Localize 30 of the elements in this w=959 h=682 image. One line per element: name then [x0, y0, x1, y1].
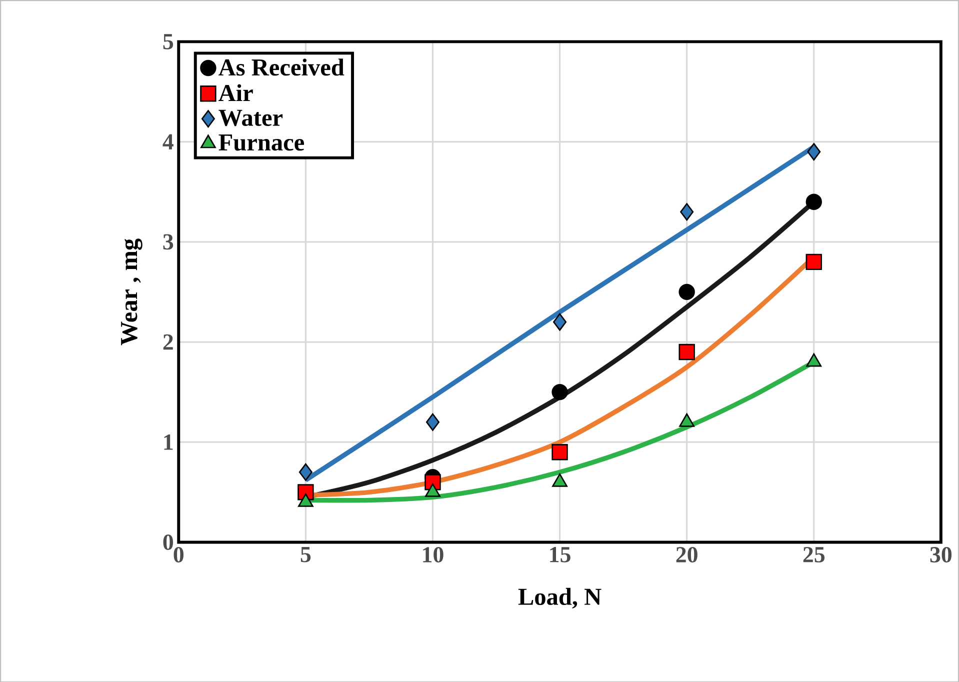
point	[552, 444, 568, 460]
y-axis-title: Wear , mg	[121, 238, 142, 346]
point	[807, 142, 821, 160]
legend-label: As Received	[218, 58, 344, 76]
point	[553, 313, 567, 331]
point	[426, 413, 440, 431]
x-tick-label: 25	[803, 546, 824, 562]
x-tick-label: 0	[174, 546, 184, 562]
legend-label: Water	[218, 110, 283, 126]
x-tick-label: 5	[300, 546, 311, 562]
y-tick-label: 3	[163, 234, 174, 250]
y-tick-label: 5	[163, 34, 174, 50]
x-axis-title: Load, N	[518, 588, 602, 608]
x-tick-label: 15	[550, 546, 570, 562]
point	[678, 344, 695, 360]
y-tick-label: 4	[162, 134, 174, 150]
y-tick-label: 0	[163, 534, 174, 550]
legend-label: Furnace	[218, 134, 304, 150]
point	[552, 384, 568, 400]
x-tick-label: 10	[423, 546, 444, 562]
point	[298, 463, 312, 481]
point	[680, 202, 694, 220]
legend-label: Air	[218, 84, 253, 101]
x-tick-label: 30	[930, 546, 952, 562]
y-tick-label: 2	[163, 334, 173, 350]
x-tick-label: 20	[676, 546, 698, 562]
point	[806, 254, 822, 270]
point	[806, 194, 822, 210]
y-tick-label: 1	[164, 434, 173, 450]
point	[678, 284, 695, 300]
